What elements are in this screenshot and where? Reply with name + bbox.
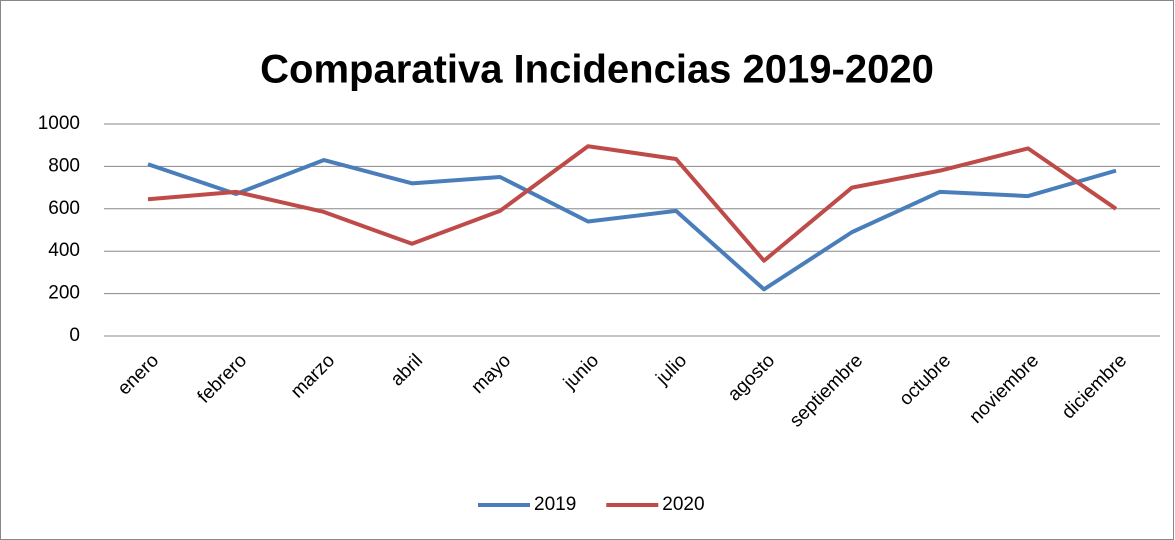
y-tick-label: 200 <box>48 283 80 304</box>
legend-label: 2020 <box>662 494 704 515</box>
y-tick-label: 1000 <box>38 113 80 134</box>
y-tick-label: 600 <box>48 198 80 219</box>
y-tick-label: 400 <box>48 240 80 261</box>
y-tick-label: 800 <box>48 155 80 176</box>
series-line <box>147 144 1118 263</box>
legend-label: 2019 <box>534 494 576 515</box>
y-tick-label: 0 <box>69 325 80 346</box>
series-line <box>147 158 1117 292</box>
chart-title: Comparativa Incidencias 2019-2020 <box>260 48 934 92</box>
